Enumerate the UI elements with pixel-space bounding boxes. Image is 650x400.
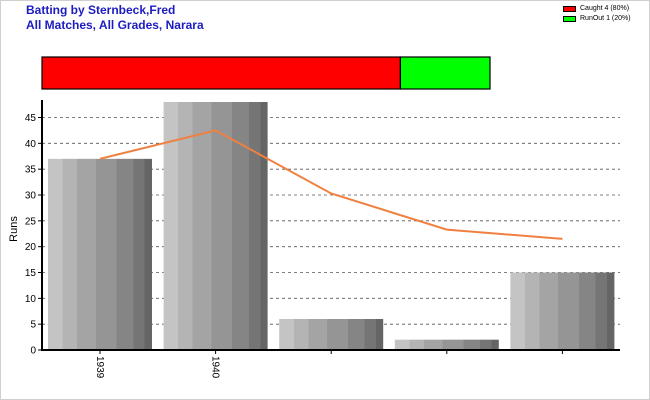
legend-label-caught: Caught 4 (80%) [580,5,630,12]
trend-line-group [99,129,563,240]
x-tick-label: 1939 [94,356,105,379]
dismissal-stacked-bar [41,56,491,90]
bar-1940 [163,102,268,350]
legend-swatch-caught [563,6,576,12]
chart-subtitle: All Matches, All Grades, Narara [26,18,204,32]
bar-item-5 [510,272,615,350]
legend-swatch-runout [563,16,576,22]
y-tick-label: 0 [30,346,36,357]
legend-item-runout: RunOut 1 (20%) [563,14,631,24]
legend-label-runout: RunOut 1 (20%) [580,15,631,22]
stacked-segment-caught [41,56,401,90]
axes [41,100,620,351]
y-tick-label: 5 [30,320,36,331]
x-tick-label: 1940 [210,356,221,379]
y-tick-label: 15 [25,268,37,279]
y-tick-label: 30 [25,191,37,202]
y-tick-label: 45 [25,113,37,124]
y-tick-label: 10 [25,294,37,305]
bar-item-4 [394,339,499,350]
legend-item-caught: Caught 4 (80%) [563,4,631,14]
y-axis-label: Runs [8,216,20,242]
y-tick-label: 40 [25,139,37,150]
stacked-segment-runout [399,56,491,90]
x-axis-ticks: 1939 1940 [94,350,563,379]
chart-title: Batting by Sternbeck,Fred [26,3,176,17]
y-axis-ticks: 0 5 10 15 20 25 30 35 40 45 [25,113,42,357]
chart-title-block: Batting by Sternbeck,Fred All Matches, A… [26,3,204,33]
bar-1939 [48,158,152,350]
y-tick-label: 20 [25,242,37,253]
legend: Caught 4 (80%) RunOut 1 (20%) [563,4,631,24]
bars [48,102,615,350]
y-tick-label: 25 [25,216,37,227]
bar-item-3 [279,319,384,350]
y-tick-label: 35 [25,165,37,176]
trend-line [99,129,563,240]
